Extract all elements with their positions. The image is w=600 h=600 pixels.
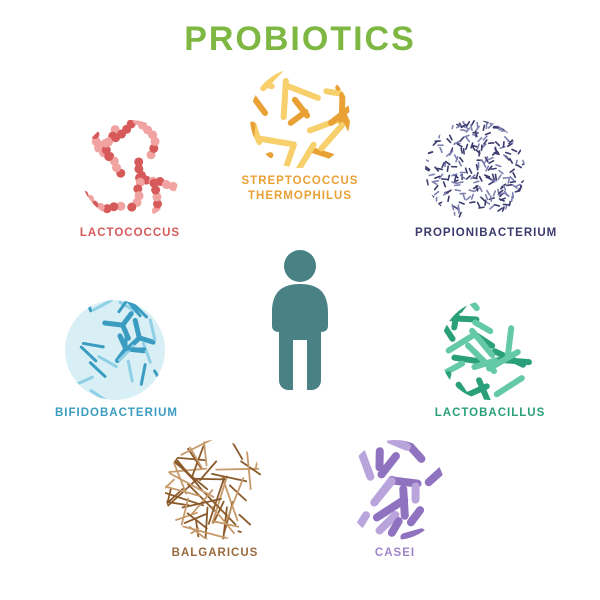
bacteria-propionibacterium: PROPIONIBACTERIUM bbox=[415, 120, 535, 241]
lactobacillus-label: LACTOBACILLUS bbox=[430, 406, 550, 421]
bacteria-lactococcus: LACTOCOCCUS bbox=[70, 120, 190, 241]
casei-label: CASEI bbox=[335, 546, 455, 561]
bacteria-casei: CASEI bbox=[335, 440, 455, 561]
bacteria-bifidobacterium: BIFIDOBACTERIUM bbox=[55, 300, 175, 421]
person-icon bbox=[268, 250, 332, 390]
lactococcus-icon bbox=[80, 120, 180, 220]
bacteria-streptococcus: STREPTOCOCCUSTHERMOPHILUS bbox=[240, 68, 360, 204]
streptococcus-icon bbox=[250, 68, 350, 168]
balgaricus-icon bbox=[165, 440, 265, 540]
bacteria-lactobacillus: LACTOBACILLUS bbox=[430, 300, 550, 421]
propionibacterium-label: PROPIONIBACTERIUM bbox=[415, 226, 535, 241]
balgaricus-label: BALGARICUS bbox=[155, 546, 275, 561]
propionibacterium-icon bbox=[425, 120, 525, 220]
bacteria-balgaricus: BALGARICUS bbox=[155, 440, 275, 561]
lactococcus-label: LACTOCOCCUS bbox=[70, 226, 190, 241]
casei-icon bbox=[345, 440, 445, 540]
lactobacillus-icon bbox=[440, 300, 540, 400]
streptococcus-label: STREPTOCOCCUSTHERMOPHILUS bbox=[240, 174, 360, 204]
bifidobacterium-icon bbox=[65, 300, 165, 400]
bifidobacterium-label: BIFIDOBACTERIUM bbox=[55, 406, 175, 421]
diagram-stage: STREPTOCOCCUSTHERMOPHILUS PROPIONIBACTERI… bbox=[0, 0, 600, 600]
